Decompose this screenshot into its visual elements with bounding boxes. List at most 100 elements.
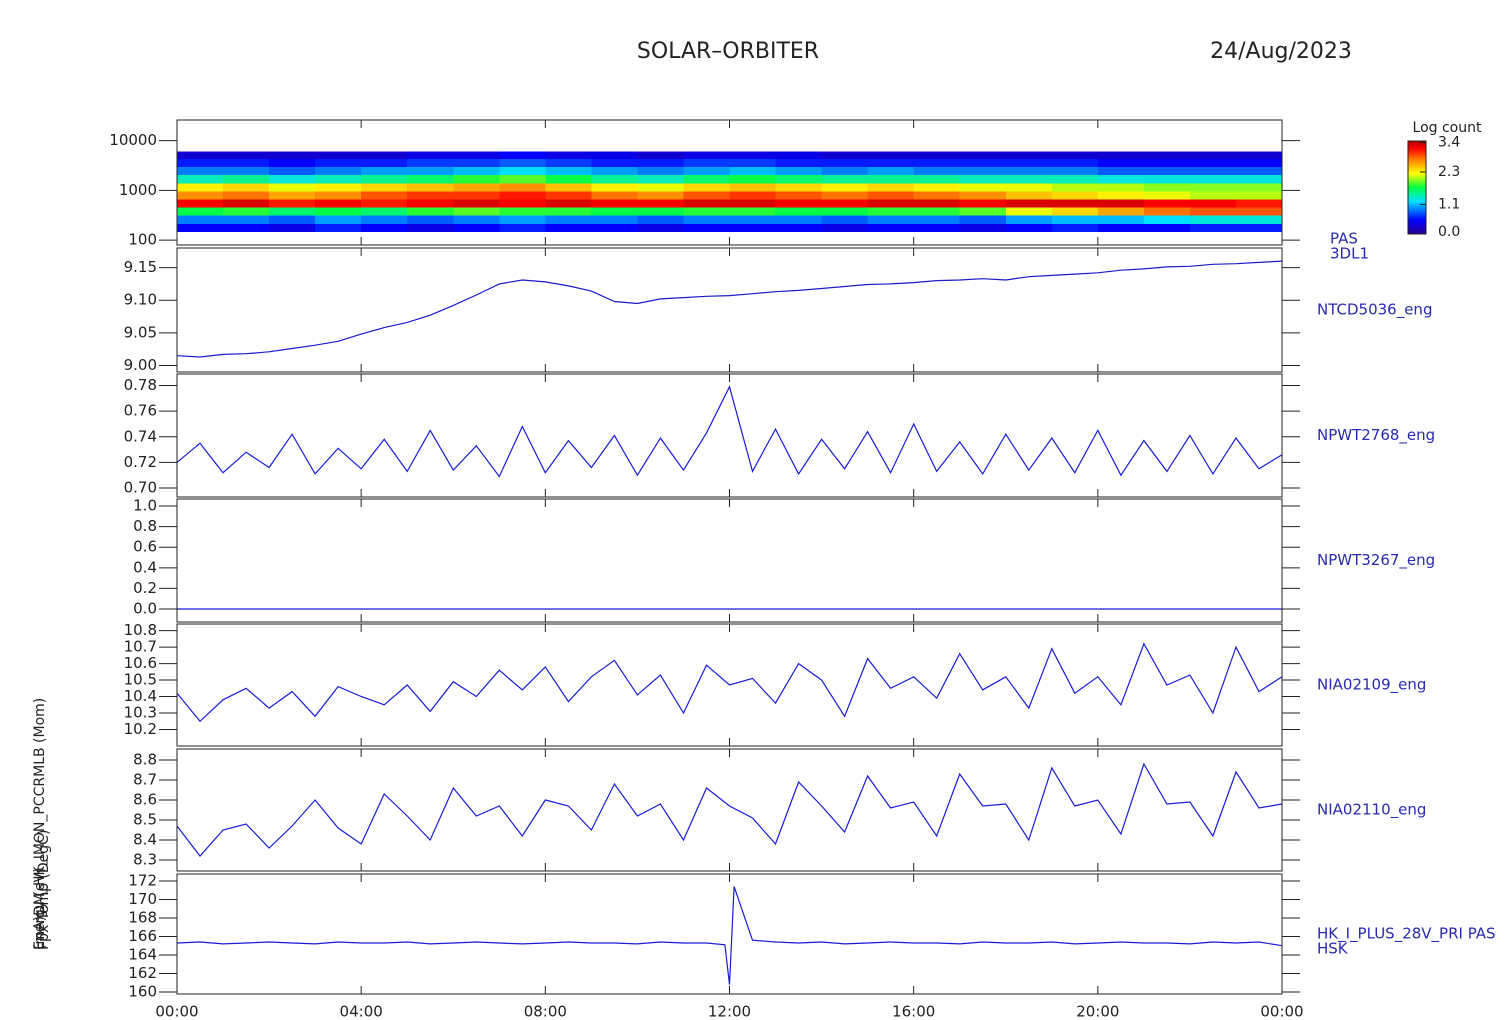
heat-cell	[729, 190, 777, 200]
heat-cell	[407, 182, 454, 192]
heat-cell	[499, 215, 546, 224]
series-label: HK_I_PLUS_28V_PRI PAS	[1317, 925, 1496, 944]
y-tick-label: 8.7	[133, 771, 157, 789]
y-tick-label: 164	[128, 945, 157, 963]
y-tick-label: 8.5	[133, 811, 157, 829]
heat-cell	[959, 151, 1007, 160]
y-tick-label: 8.8	[133, 751, 157, 769]
heat-cell	[821, 158, 869, 168]
series-label: NIA02110_eng	[1317, 801, 1426, 820]
heat-cell	[1097, 174, 1145, 184]
heat-cell	[591, 166, 638, 176]
heat-cell	[913, 207, 961, 216]
heat-cell	[453, 174, 500, 184]
colorbar-tick-label: 0.0	[1438, 224, 1460, 240]
heat-cell	[1235, 199, 1283, 208]
heat-cell	[775, 215, 823, 224]
heat-cell	[407, 223, 454, 232]
data-line	[176, 385, 1283, 478]
heat-cell	[867, 223, 915, 232]
heat-cell	[1189, 174, 1237, 184]
heat-cell	[821, 215, 869, 224]
heat-cell	[637, 158, 684, 168]
heat-cell	[959, 174, 1007, 184]
heat-cell	[269, 207, 316, 216]
heat-cell	[361, 190, 408, 200]
heat-cell	[913, 223, 961, 232]
y-tick-label: 0.78	[124, 376, 157, 394]
heat-cell	[729, 199, 777, 208]
heat-cell	[177, 223, 224, 232]
heat-cell	[453, 151, 500, 160]
heat-cell	[637, 199, 684, 208]
heat-cell	[223, 166, 270, 176]
heat-cell	[223, 190, 270, 200]
series-label: 3DL1	[1330, 245, 1369, 263]
heat-cell	[913, 158, 961, 168]
heat-cell	[315, 215, 362, 224]
heat-cell	[1005, 215, 1053, 224]
heat-cell	[361, 151, 408, 160]
y-tick-label: 0.4	[133, 558, 157, 576]
heat-cell	[913, 166, 961, 176]
heat-cell	[637, 190, 684, 200]
data-line	[176, 762, 1283, 857]
y-tick-label: 10.5	[124, 671, 157, 689]
heat-cell	[499, 174, 546, 184]
heat-cell	[1189, 215, 1237, 224]
heat-cell	[453, 223, 500, 232]
heat-cell	[223, 207, 270, 216]
colorbar-label: Log count	[1413, 120, 1482, 136]
heat-cell	[729, 174, 777, 184]
panel-frame	[176, 247, 1283, 373]
heat-cell	[1189, 166, 1237, 176]
heat-cell	[821, 182, 869, 192]
heat-cell	[223, 174, 270, 184]
series-label: HSK	[1317, 940, 1349, 958]
y-tick-label: 10.8	[124, 621, 157, 639]
heat-cell	[959, 190, 1007, 200]
y-tick-label: 8.3	[133, 851, 157, 869]
heat-cell	[867, 199, 915, 208]
heat-cell	[269, 190, 316, 200]
y-tick-label: 0.74	[124, 427, 157, 445]
heat-cell	[269, 158, 316, 168]
heat-cell	[361, 166, 408, 176]
heat-cell	[683, 158, 730, 168]
heat-cell	[775, 223, 823, 232]
heat-cell	[683, 215, 730, 224]
heat-cell	[269, 166, 316, 176]
heat-cell	[1051, 199, 1099, 208]
heat-cell	[1051, 151, 1099, 160]
heat-cell	[683, 174, 730, 184]
heat-cell	[1005, 158, 1053, 168]
heat-cell	[1235, 166, 1283, 176]
y-tick-label: 0.2	[133, 579, 157, 597]
x-tick-label: 20:00	[1076, 1003, 1119, 1020]
heat-cell	[821, 174, 869, 184]
heat-cell	[637, 182, 684, 192]
y-tick-label: 8.6	[133, 791, 157, 809]
y-tick-label: 10.3	[124, 704, 157, 722]
y-tick-label: 10.6	[124, 654, 157, 672]
heat-cell	[1189, 158, 1237, 168]
y-tick-label: 166	[128, 927, 157, 945]
y-tick-label: 0.76	[124, 402, 157, 420]
heat-cell	[1189, 190, 1237, 200]
panel-frame	[176, 498, 1283, 623]
heat-cell	[361, 215, 408, 224]
y-tick-label: 9.05	[124, 323, 157, 341]
heat-cell	[223, 215, 270, 224]
series-label: NTCD5036_eng	[1317, 301, 1432, 320]
colorbar	[1407, 140, 1427, 235]
heat-cell	[1097, 158, 1145, 168]
heat-cell	[1097, 166, 1145, 176]
heat-cell	[591, 158, 638, 168]
heat-cell	[1143, 166, 1191, 176]
heat-cell	[683, 151, 730, 160]
heat-cell	[545, 182, 592, 192]
x-tick-label: 00:00	[155, 1003, 198, 1020]
heat-cell	[1051, 182, 1099, 192]
heat-cell	[1005, 166, 1053, 176]
heat-cell	[1097, 190, 1145, 200]
